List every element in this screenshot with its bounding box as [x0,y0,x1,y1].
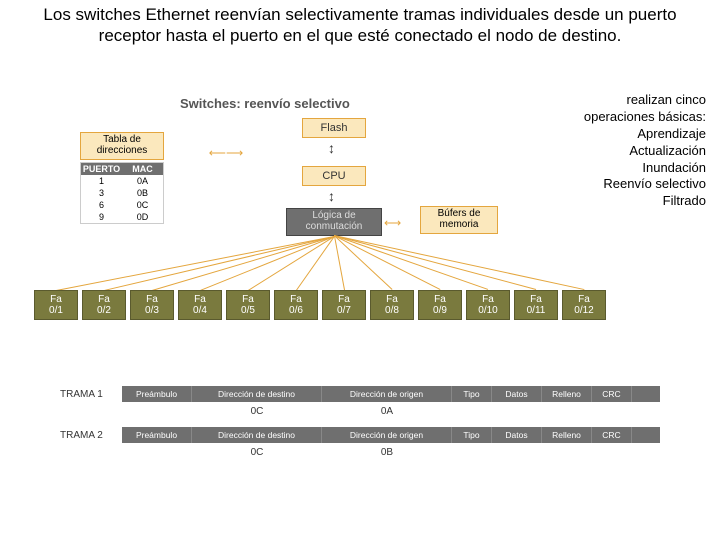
mac-cell: 6 [81,199,122,211]
frame-segment: Dirección de origen [322,427,452,443]
mac-cell: 0D [122,211,163,223]
mac-cell: 0C [122,199,163,211]
arrow-icon: ↕ [328,188,335,204]
frame-segment: Dirección de destino [192,386,322,402]
frame-row: TRAMA 2PreámbuloDirección de destinoDire… [60,427,660,443]
port-box: Fa0/8 [370,290,414,320]
frame-segment: Dirección de destino [192,427,322,443]
mac-hdr-mac: MAC [122,163,163,175]
frame-segments: PreámbuloDirección de destinoDirección d… [122,427,660,443]
frame-segment: Dirección de origen [322,386,452,402]
frame-segment: Datos [492,427,542,443]
tabla-l1: Tabla de [81,134,163,145]
port-box: Fa0/11 [514,290,558,320]
logica-l1: Lógica de [287,210,381,221]
cpu-box: CPU [302,166,366,186]
ray-line [334,235,584,290]
arrow-icon: ⟵⟶ [166,146,286,160]
port-box: Fa0/7 [322,290,366,320]
bufers-l2: memoria [421,219,497,230]
address-table-box: Tabla de direcciones [80,132,164,160]
frame-segment: Preámbulo [122,427,192,443]
mac-cell: 3 [81,187,122,199]
arrow-icon: ↕ [328,140,335,156]
port-box: Fa0/12 [562,290,606,320]
frame-label: TRAMA 1 [60,389,122,400]
frame-src-value: 0A [322,406,452,417]
port-box: Fa0/3 [130,290,174,320]
frame-segment: Datos [492,386,542,402]
frame-segment: Tipo [452,386,492,402]
flash-box: Flash [302,118,366,138]
switch-diagram: Switches: reenvío selectivo Flash ↕ CPU … [0,96,720,376]
port-box: Fa0/10 [466,290,510,320]
diagram-subtitle: Switches: reenvío selectivo [180,96,350,111]
mac-cell: 1 [81,175,122,187]
mac-cell: 9 [81,211,122,223]
frame-segments: PreámbuloDirección de destinoDirección d… [122,386,660,402]
mac-hdr-port: PUERTO [81,163,122,175]
logica-l2: conmutación [287,221,381,232]
page-title: Los switches Ethernet reenvían selectiva… [0,0,720,55]
port-box: Fa0/1 [34,290,78,320]
ray-line [56,236,334,291]
tabla-l2: direcciones [81,145,163,156]
mac-table: PUERTO MAC 10A 30B 60C 90D [80,162,164,224]
frame-src-value: 0B [322,447,452,458]
port-box: Fa0/4 [178,290,222,320]
memory-buffers-box: Búfers de memoria [420,206,498,234]
frame-segment: CRC [592,386,632,402]
arrow-icon: ⟷ [384,216,418,230]
mac-cell: 0B [122,187,163,199]
frame-row: TRAMA 1PreámbuloDirección de destinoDire… [60,386,660,402]
mac-cell: 0A [122,175,163,187]
frame-table: TRAMA 1PreámbuloDirección de destinoDire… [60,386,660,468]
frame-segment: Relleno [542,427,592,443]
switching-logic-box: Lógica de conmutación [286,208,382,236]
frame-segment: CRC [592,427,632,443]
frame-label: TRAMA 2 [60,430,122,441]
frame-segment: Relleno [542,386,592,402]
port-box: Fa0/5 [226,290,270,320]
frame-values: 0C0A [122,406,660,417]
port-box: Fa0/6 [274,290,318,320]
frame-segment: Tipo [452,427,492,443]
bufers-l1: Búfers de [421,208,497,219]
port-box: Fa0/2 [82,290,126,320]
ray-line [334,235,440,290]
frame-dest-value: 0C [192,447,322,458]
frame-dest-value: 0C [192,406,322,417]
ray-line [152,236,334,291]
port-box: Fa0/9 [418,290,462,320]
frame-values: 0C0B [122,447,660,458]
ports-row: Fa0/1Fa0/2Fa0/3Fa0/4Fa0/5Fa0/6Fa0/7Fa0/8… [34,290,606,320]
frame-segment: Preámbulo [122,386,192,402]
